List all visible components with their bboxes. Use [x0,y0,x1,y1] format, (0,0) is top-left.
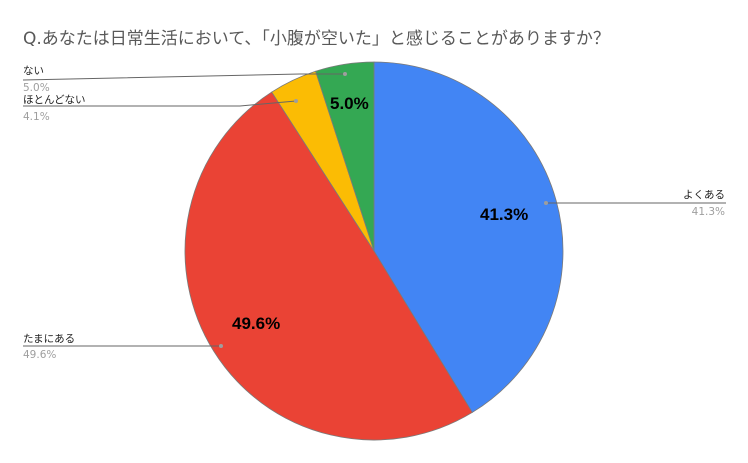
callout-label-sometimes: たまにある [23,333,76,345]
callout-pct-never: 5.0% [23,82,50,94]
leader-never [22,73,345,81]
callout-pct-sometimes: 49.6% [23,349,57,361]
callout-pct-rarely: 4.1% [23,111,50,123]
slice-never [315,61,375,252]
slice-often [373,61,564,414]
leader-dots [219,72,548,348]
pie-slices [184,61,564,441]
callout-label-rarely: ほとんどない [23,94,86,106]
callout-pct-often: 41.3% [691,206,725,218]
callout-label-never: ない [23,65,44,77]
leader-rarely [23,100,297,107]
leader-lines [22,73,726,347]
chart-title: Q.あなたは日常生活において、「小腹が空いた」と感じることがありますか？ [23,29,610,49]
slice-label-often: 41.3% [480,205,529,224]
slice-sometimes [184,91,473,441]
slice-label-never: 5.0% [330,94,369,113]
slice-label-sometimes: 49.6% [232,314,281,333]
callout-label-often: よくある [683,189,725,201]
